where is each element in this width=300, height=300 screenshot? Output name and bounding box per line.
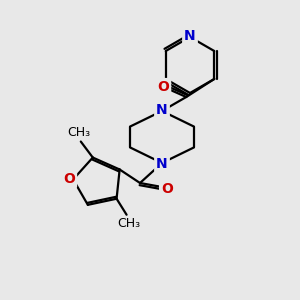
Text: O: O bbox=[157, 80, 169, 94]
Text: O: O bbox=[161, 182, 173, 196]
Text: CH₃: CH₃ bbox=[117, 217, 140, 230]
Text: N: N bbox=[156, 103, 168, 117]
Text: N: N bbox=[184, 29, 196, 43]
Text: N: N bbox=[156, 157, 168, 171]
Text: O: O bbox=[63, 172, 75, 186]
Text: CH₃: CH₃ bbox=[67, 126, 90, 139]
